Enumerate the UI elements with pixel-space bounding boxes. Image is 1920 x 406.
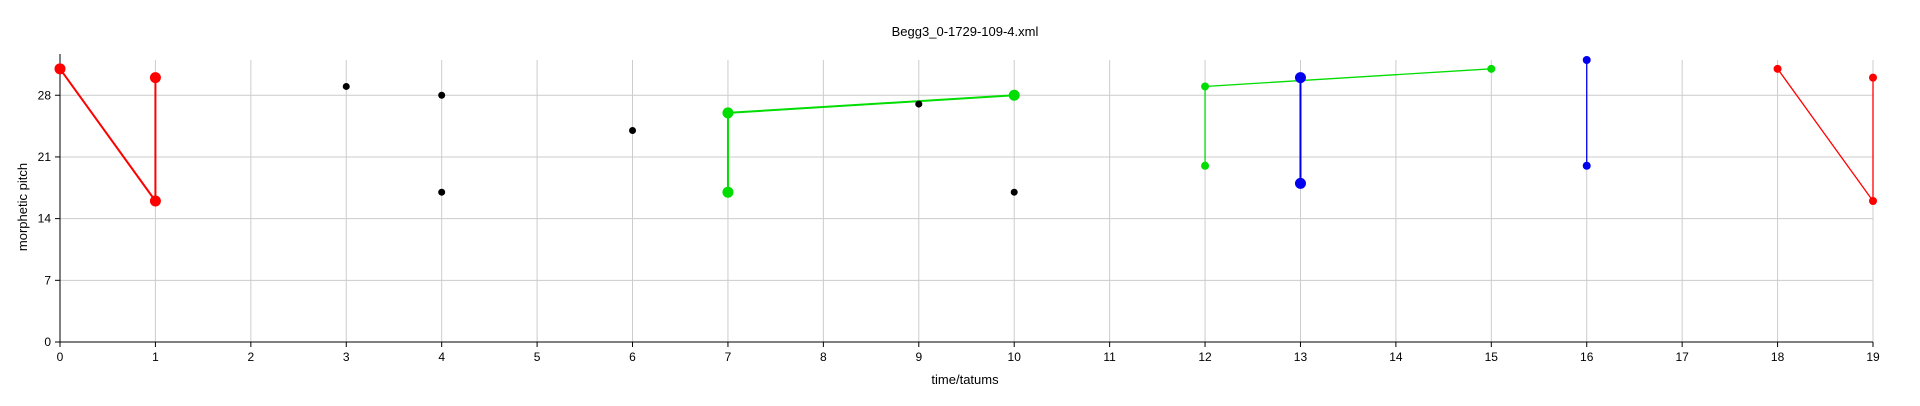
y-tick-label: 28	[38, 88, 52, 102]
series-red-group-2	[1773, 64, 1877, 205]
data-point	[1582, 56, 1591, 64]
x-tick-label: 17	[1675, 350, 1689, 364]
data-point	[1294, 177, 1306, 189]
data-point	[1487, 64, 1496, 73]
y-tick-label: 14	[38, 212, 52, 226]
series-green-group-2	[1201, 64, 1496, 170]
data-point	[149, 195, 161, 207]
series-red-group-1	[54, 63, 161, 207]
series-blue-group-2	[1582, 56, 1591, 170]
data-point	[1008, 89, 1020, 101]
grid-lines	[59, 60, 1874, 342]
chart-title: Begg3_0-1729-109-4.xml	[892, 24, 1039, 39]
x-tick-label: 15	[1485, 350, 1499, 364]
data-point	[1773, 64, 1782, 73]
x-tick-label: 10	[1008, 350, 1022, 364]
y-axis-label: morphetic pitch	[15, 163, 30, 251]
x-tick-label: 19	[1866, 350, 1880, 364]
data-point	[54, 63, 66, 75]
x-tick-label: 18	[1771, 350, 1785, 364]
isolated-data-point	[438, 188, 446, 196]
x-tick-label: 13	[1294, 350, 1308, 364]
x-tick-label: 0	[57, 350, 64, 364]
x-tick-label: 4	[438, 350, 445, 364]
x-tick-label: 9	[915, 350, 922, 364]
series-line	[1204, 68, 1492, 166]
data-point	[1201, 82, 1210, 91]
x-tick-label: 7	[725, 350, 732, 364]
y-tick-label: 7	[44, 273, 51, 287]
x-tick-label: 16	[1580, 350, 1594, 364]
isolated-data-point	[438, 91, 446, 99]
series-line	[1777, 68, 1874, 204]
x-tick-label: 5	[534, 350, 541, 364]
x-axis-label: time/tatums	[931, 372, 999, 387]
x-tick-label: 6	[629, 350, 636, 364]
data-point	[1869, 73, 1877, 82]
data-point	[1201, 161, 1210, 170]
series-line	[726, 94, 1015, 193]
series-blue-group-1	[1294, 72, 1306, 189]
data-point	[722, 107, 734, 119]
data-point	[149, 72, 161, 84]
data-point	[1294, 72, 1306, 84]
x-tick-label: 8	[820, 350, 827, 364]
series-line	[59, 68, 157, 205]
x-tick-label: 14	[1389, 350, 1403, 364]
x-tick-label: 1	[152, 350, 159, 364]
isolated-data-point	[1010, 188, 1018, 196]
data-point	[1869, 197, 1877, 205]
y-tick-label: 21	[38, 150, 52, 164]
isolated-data-point	[915, 100, 923, 108]
data-point	[722, 186, 734, 198]
data-point	[1582, 161, 1591, 170]
isolated-data-point	[629, 127, 637, 134]
y-tick-label: 0	[44, 335, 51, 349]
x-tick-label: 11	[1103, 350, 1116, 364]
x-tick-label: 3	[343, 350, 350, 364]
x-tick-label: 12	[1198, 350, 1212, 364]
isolated-points	[342, 82, 1018, 196]
x-tick-label: 2	[247, 350, 254, 364]
series-green-group-1	[722, 89, 1020, 198]
series-marks	[54, 56, 1877, 207]
isolated-data-point	[342, 82, 350, 90]
